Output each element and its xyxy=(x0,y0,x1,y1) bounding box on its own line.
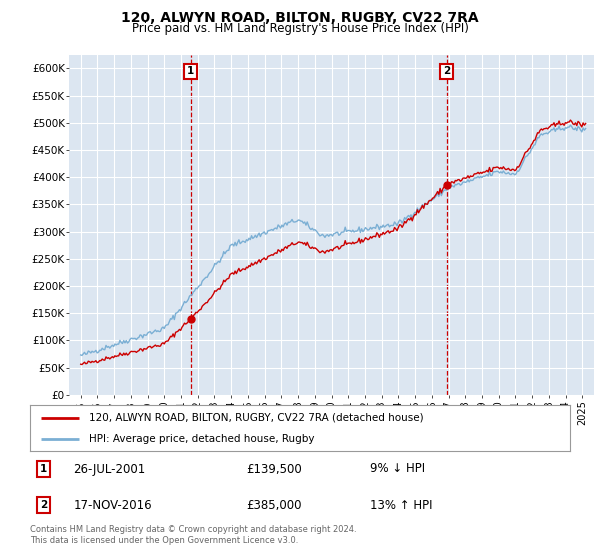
Text: 1: 1 xyxy=(40,464,47,474)
Text: 2: 2 xyxy=(40,501,47,510)
Text: HPI: Average price, detached house, Rugby: HPI: Average price, detached house, Rugb… xyxy=(89,435,315,444)
Text: 1: 1 xyxy=(187,66,194,76)
Text: 120, ALWYN ROAD, BILTON, RUGBY, CV22 7RA: 120, ALWYN ROAD, BILTON, RUGBY, CV22 7RA xyxy=(121,11,479,25)
Text: £385,000: £385,000 xyxy=(246,499,302,512)
Text: 9% ↓ HPI: 9% ↓ HPI xyxy=(370,463,425,475)
Text: 120, ALWYN ROAD, BILTON, RUGBY, CV22 7RA (detached house): 120, ALWYN ROAD, BILTON, RUGBY, CV22 7RA… xyxy=(89,413,424,423)
Text: £139,500: £139,500 xyxy=(246,463,302,475)
Text: Price paid vs. HM Land Registry's House Price Index (HPI): Price paid vs. HM Land Registry's House … xyxy=(131,22,469,35)
Text: Contains HM Land Registry data © Crown copyright and database right 2024.
This d: Contains HM Land Registry data © Crown c… xyxy=(30,525,356,545)
Text: 17-NOV-2016: 17-NOV-2016 xyxy=(73,499,152,512)
Text: 13% ↑ HPI: 13% ↑ HPI xyxy=(370,499,433,512)
Text: 2: 2 xyxy=(443,66,450,76)
Text: 26-JUL-2001: 26-JUL-2001 xyxy=(73,463,145,475)
